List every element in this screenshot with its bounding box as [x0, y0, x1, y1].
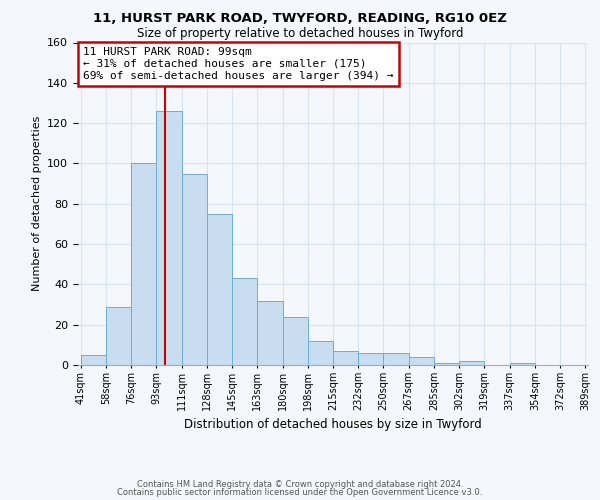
- Bar: [283, 316, 308, 365]
- Bar: [207, 214, 232, 365]
- Text: 11 HURST PARK ROAD: 99sqm
← 31% of detached houses are smaller (175)
69% of semi: 11 HURST PARK ROAD: 99sqm ← 31% of detac…: [83, 48, 394, 80]
- Text: 11, HURST PARK ROAD, TWYFORD, READING, RG10 0EZ: 11, HURST PARK ROAD, TWYFORD, READING, R…: [93, 12, 507, 26]
- Bar: [131, 164, 156, 365]
- X-axis label: Distribution of detached houses by size in Twyford: Distribution of detached houses by size …: [184, 418, 482, 432]
- Bar: [80, 355, 106, 365]
- Bar: [434, 363, 459, 365]
- Bar: [383, 353, 409, 365]
- Bar: [257, 300, 283, 365]
- Bar: [459, 361, 484, 365]
- Text: Contains HM Land Registry data © Crown copyright and database right 2024.: Contains HM Land Registry data © Crown c…: [137, 480, 463, 489]
- Bar: [409, 357, 434, 365]
- Bar: [156, 111, 182, 365]
- Bar: [232, 278, 257, 365]
- Bar: [106, 306, 131, 365]
- Bar: [358, 353, 383, 365]
- Text: Contains public sector information licensed under the Open Government Licence v3: Contains public sector information licen…: [118, 488, 482, 497]
- Bar: [182, 174, 207, 365]
- Bar: [510, 363, 535, 365]
- Text: Size of property relative to detached houses in Twyford: Size of property relative to detached ho…: [137, 28, 463, 40]
- Y-axis label: Number of detached properties: Number of detached properties: [32, 116, 41, 292]
- Bar: [333, 351, 358, 365]
- Bar: [308, 341, 333, 365]
